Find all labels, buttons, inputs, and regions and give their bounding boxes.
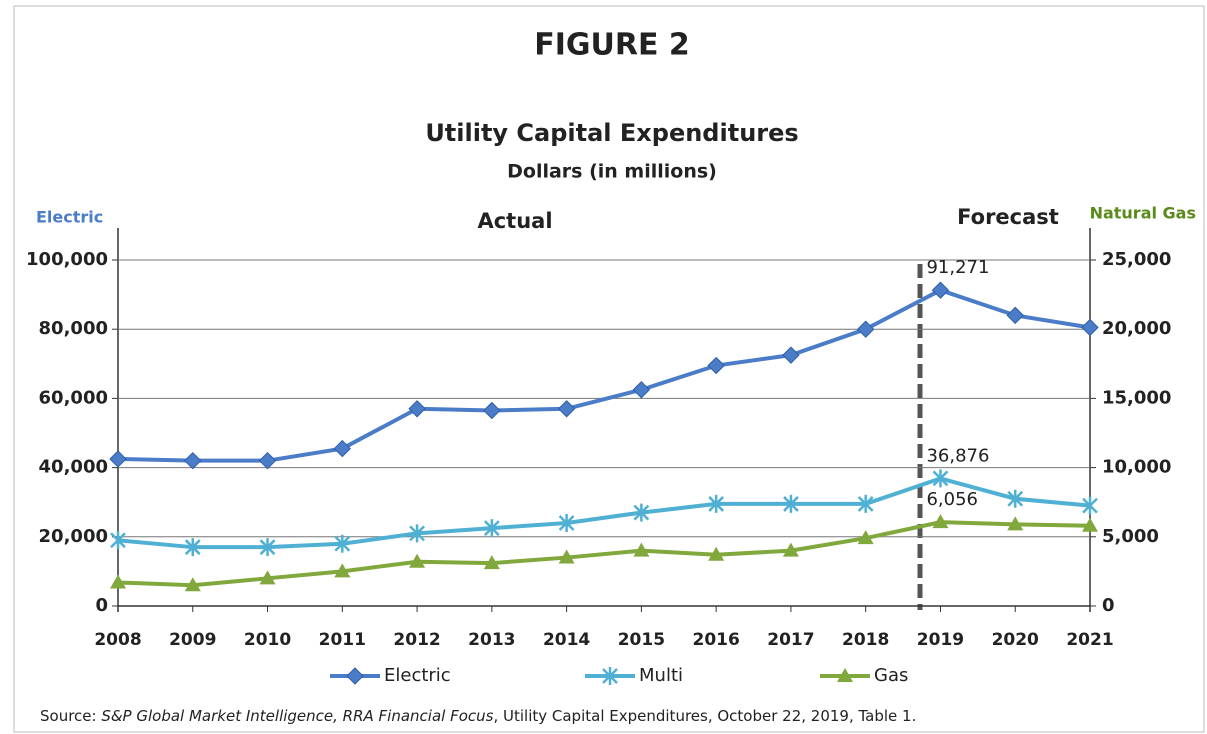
legend-label: Electric	[384, 665, 451, 686]
point	[707, 356, 725, 375]
point	[333, 439, 352, 458]
point	[932, 469, 949, 488]
y-axis-label: Electric	[36, 208, 103, 227]
point	[1007, 489, 1024, 508]
point	[1007, 516, 1024, 531]
point	[184, 451, 202, 470]
frame	[13, 5, 1205, 733]
y-tick-label: 100,000	[26, 249, 108, 270]
point	[932, 514, 949, 529]
point	[558, 513, 575, 532]
point	[483, 555, 500, 570]
point	[1006, 306, 1024, 325]
point	[782, 346, 800, 364]
point	[259, 538, 276, 557]
point	[856, 320, 875, 338]
x-tick-label: 2015	[618, 630, 665, 650]
data-label: 36,876	[926, 445, 989, 466]
x-tick-label: 2010	[244, 630, 291, 650]
point	[1082, 517, 1098, 532]
point	[1081, 318, 1099, 337]
legend-label: Multi	[639, 665, 683, 686]
point	[258, 451, 277, 470]
figure-header: FIGURE 2	[534, 28, 690, 63]
point	[334, 534, 351, 553]
x-tick-label: 2011	[319, 630, 366, 650]
data-label: 6,056	[926, 489, 978, 510]
y2-tick-label: 0	[1102, 595, 1115, 616]
x-tick-label: 2019	[917, 630, 964, 650]
point	[602, 667, 618, 685]
x-tick-label: 2017	[767, 630, 814, 650]
point	[334, 563, 351, 578]
chart-title: Utility Capital Expenditures	[425, 119, 798, 147]
chart-subtitle: Dollars (in millions)	[507, 161, 717, 183]
point	[857, 494, 874, 513]
y2-tick-label: 10,000	[1102, 457, 1171, 478]
series-line	[117, 476, 1091, 550]
legend-label: Gas	[874, 665, 908, 686]
point	[483, 519, 500, 538]
point	[1082, 496, 1098, 515]
point	[483, 401, 501, 420]
point	[633, 542, 650, 557]
point	[557, 400, 576, 418]
x-tick-label: 2021	[1066, 630, 1113, 650]
x-tick-label: 2009	[169, 630, 216, 650]
source-note: Source: S&P Global Market Intelligence, …	[40, 707, 916, 725]
source-part: , Utility Capital Expenditures, October …	[493, 707, 916, 725]
point	[409, 553, 426, 568]
point	[632, 381, 651, 399]
y2-tick-label: 25,000	[1102, 249, 1171, 270]
series-line	[117, 520, 1091, 588]
point	[110, 531, 126, 550]
y2-axis-label: Natural Gas	[1090, 204, 1196, 223]
x-tick-label: 2012	[393, 630, 440, 650]
x-tick-label: 2014	[543, 630, 590, 650]
data-label: 91,271	[926, 257, 989, 278]
annotation: Forecast	[957, 205, 1059, 229]
point	[408, 400, 426, 418]
y-tick-label: 40,000	[39, 457, 108, 478]
y2-tick-label: 5,000	[1102, 526, 1159, 547]
source-part: S&P Global Market Intelligence, RRA Fina…	[101, 707, 493, 725]
point	[837, 668, 853, 682]
y-tick-label: 20,000	[39, 526, 108, 547]
point	[184, 538, 201, 557]
x-tick-label: 2020	[992, 630, 1039, 650]
point	[708, 494, 725, 513]
x-tick-label: 2008	[94, 630, 141, 650]
x-tick-label: 2018	[842, 630, 889, 650]
source-part: Source:	[40, 707, 101, 725]
y-tick-label: 0	[95, 595, 108, 616]
point	[782, 542, 799, 557]
y2-tick-label: 15,000	[1102, 387, 1171, 408]
point	[346, 667, 364, 685]
point	[259, 570, 276, 585]
y-tick-label: 80,000	[39, 318, 108, 339]
point	[409, 524, 425, 543]
annotation: Actual	[477, 209, 552, 233]
point	[184, 577, 201, 592]
x-tick-label: 2016	[692, 630, 739, 650]
point	[110, 574, 126, 589]
point	[783, 494, 799, 513]
y-tick-label: 60,000	[39, 387, 108, 408]
point	[931, 281, 950, 299]
point	[633, 503, 650, 522]
point	[708, 546, 725, 561]
point	[857, 530, 874, 545]
y2-tick-label: 20,000	[1102, 318, 1171, 339]
point	[558, 549, 575, 564]
series-line	[117, 288, 1091, 463]
x-tick-label: 2013	[468, 630, 515, 650]
point	[109, 450, 127, 468]
